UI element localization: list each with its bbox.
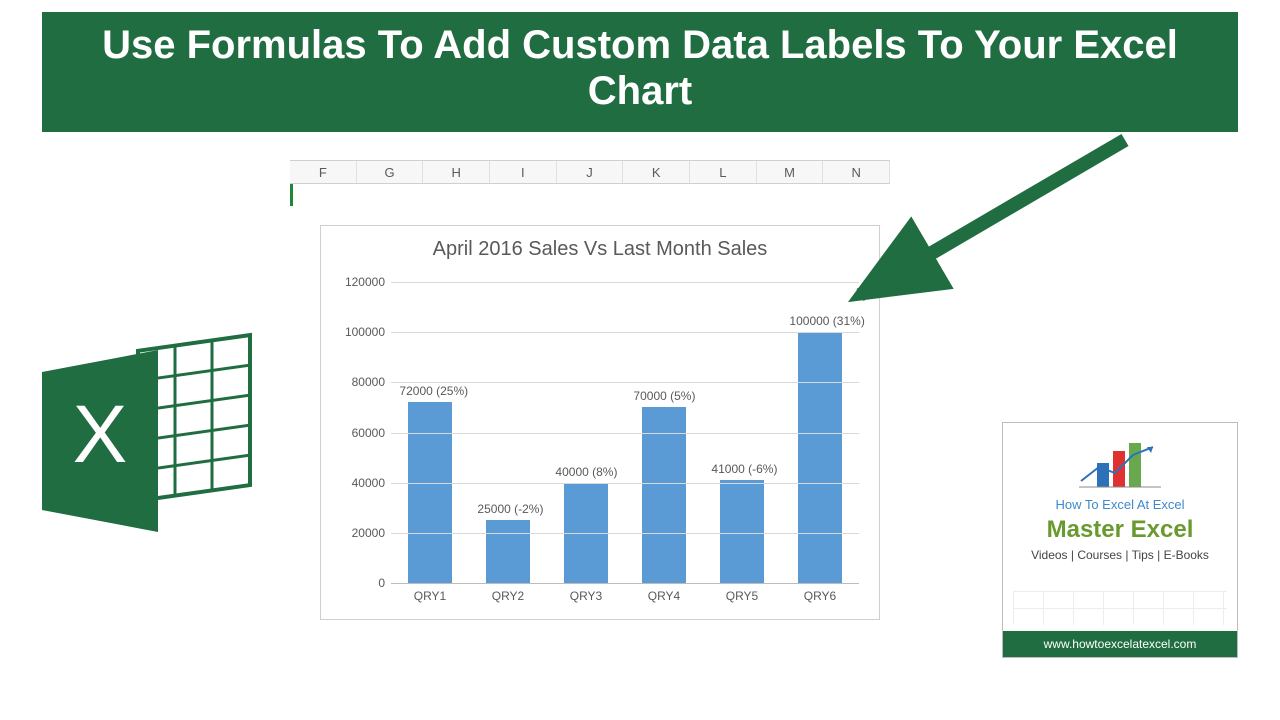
- x-axis-label: QRY1: [391, 583, 469, 603]
- y-axis-tick: 0: [335, 576, 385, 590]
- x-axis-label: QRY2: [469, 583, 547, 603]
- gridline: [391, 282, 859, 283]
- promo-headline: Master Excel: [1011, 516, 1229, 544]
- col-header: G: [357, 161, 424, 183]
- data-label: 72000 (25%): [399, 384, 460, 402]
- mini-chart-icon: [1075, 437, 1165, 491]
- x-axis-label: QRY5: [703, 583, 781, 603]
- arrow-icon: [830, 130, 1140, 320]
- y-axis-tick: 60000: [335, 426, 385, 440]
- banner-title: Use Formulas To Add Custom Data Labels T…: [102, 23, 1178, 113]
- sales-chart: April 2016 Sales Vs Last Month Sales 720…: [320, 225, 880, 620]
- excel-column-headers: F G H I J K L M N: [290, 160, 890, 184]
- promo-subline: Videos | Courses | Tips | E-Books: [1011, 548, 1229, 562]
- promo-card: How To Excel At Excel Master Excel Video…: [1002, 422, 1238, 658]
- y-axis-tick: 100000: [335, 325, 385, 339]
- promo-grid-decor: [1013, 591, 1227, 625]
- gridline: [391, 382, 859, 383]
- x-axis-label: QRY4: [625, 583, 703, 603]
- y-axis-tick: 40000: [335, 476, 385, 490]
- plot-area: 72000 (25%)QRY125000 (-2%)QRY240000 (8%)…: [391, 282, 859, 583]
- y-axis-tick: 20000: [335, 526, 385, 540]
- y-axis-tick: 80000: [335, 375, 385, 389]
- promo-url: www.howtoexcelatexcel.com: [1003, 631, 1237, 657]
- col-header: M: [757, 161, 824, 183]
- bar: 41000 (-6%): [720, 480, 764, 583]
- col-header: H: [423, 161, 490, 183]
- col-header: J: [557, 161, 624, 183]
- title-banner: Use Formulas To Add Custom Data Labels T…: [42, 12, 1238, 132]
- promo-brand: How To Excel At Excel: [1011, 497, 1229, 512]
- col-header: I: [490, 161, 557, 183]
- gridline: [391, 332, 859, 333]
- x-axis-label: QRY3: [547, 583, 625, 603]
- bar: 70000 (5%): [642, 407, 686, 583]
- bar: 100000 (31%): [798, 332, 842, 583]
- y-axis-tick: 120000: [335, 275, 385, 289]
- gridline: [391, 583, 859, 584]
- excel-app-icon: X: [30, 320, 260, 550]
- active-cell-indicator: [290, 184, 293, 206]
- col-header: F: [290, 161, 357, 183]
- data-label: 41000 (-6%): [711, 462, 772, 480]
- gridline: [391, 433, 859, 434]
- x-axis-label: QRY6: [781, 583, 859, 603]
- col-header: L: [690, 161, 757, 183]
- svg-text:X: X: [73, 389, 128, 480]
- bar: 25000 (-2%): [486, 520, 530, 583]
- col-header: K: [623, 161, 690, 183]
- gridline: [391, 483, 859, 484]
- data-label: 40000 (8%): [555, 465, 616, 483]
- chart-title: April 2016 Sales Vs Last Month Sales: [321, 226, 879, 267]
- bar: 72000 (25%): [408, 402, 452, 583]
- data-label: 70000 (5%): [633, 389, 694, 407]
- data-label: 25000 (-2%): [477, 502, 538, 520]
- gridline: [391, 533, 859, 534]
